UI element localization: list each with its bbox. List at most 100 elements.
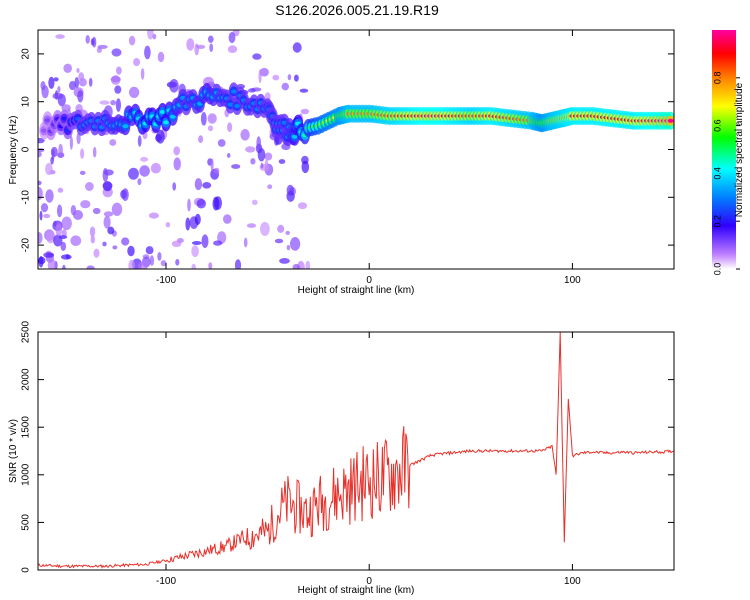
spectrogram-speckle [171,240,182,247]
colorbar-tick-label: 0.4 [712,167,722,180]
spectrogram-speckle [191,241,202,245]
snr-x-tick-label: -100 [156,576,176,587]
spectrogram-speckle [45,189,54,203]
spectrogram-speckle [173,157,181,171]
spectrogram-speckle [196,198,206,209]
colorbar-tick-label: 0.0 [712,263,722,276]
spectrogram-ridge-core [44,118,51,123]
spectrogram-speckle [65,254,70,260]
spectrogram-speckle [196,44,206,50]
spectrogram-speckle [57,204,63,218]
spectrogram-speckle [115,98,121,112]
spectrogram-frame [37,29,675,270]
spectrogram-speckle [264,152,273,161]
spectrogram-speckle [121,237,130,246]
spectrogram-speckle [110,76,121,83]
spectrogram-speckle [47,259,57,269]
spectrogram-speckle [78,72,85,81]
spectrogram-ridge-core [667,118,674,123]
spectrogram-speckle [70,235,82,246]
spectrogram-speckle [76,132,81,145]
spectrogram-ridge-core [41,128,48,133]
spectrogram-speckle [152,33,157,40]
spectrogram-speckle [251,199,258,205]
spectrogram-x-tick-label: 100 [564,275,581,286]
spectrogram-speckle [85,182,94,191]
spectrogram-y-tick-label: -10 [21,190,32,205]
spectrogram-speckle [137,261,148,269]
spectrogram-speckle [231,164,241,169]
snr-y-tick-label: 2000 [21,368,32,391]
spectrogram-speckle [169,79,179,93]
snr-y-tick-label: 0 [21,567,32,573]
spectrogram-speckle [39,210,43,221]
spectrogram-speckle [246,223,257,228]
spectrogram-speckle [277,224,285,233]
snr-series-line [38,332,674,569]
spectrogram-speckle [213,240,223,246]
spectrogram-y-tick-label: 20 [21,48,32,60]
spectrogram-speckle [160,260,167,267]
spectrogram-speckle [140,156,149,162]
spectrogram-speckle [60,241,67,251]
spectrogram-speckle [62,264,66,269]
spectrogram-speckle [290,237,301,251]
spectrogram-speckle [259,67,269,77]
spectrogram-speckle [38,256,46,265]
spectrogram-ridge-core [291,134,298,139]
spectrogram-speckle [245,146,256,153]
colorbar-ticks: 0.0 0.2 0.4 0.6 0.8 [712,72,740,276]
colorbar-tick-label: 0.2 [712,215,722,228]
spectrogram-speckle [252,53,262,60]
spectrogram-speckle [145,246,154,255]
spectrogram-speckle [186,38,195,51]
spectrogram-speckle [217,139,226,147]
spectrogram-speckle [198,135,204,144]
spectrogram-speckle [89,226,96,237]
spectrogram-speckle [165,222,171,228]
spectrogram-speckle [77,90,84,103]
spectrogram-speckle [194,213,201,225]
colorbar: 0.0 0.2 0.4 0.6 0.8 Normalized spectral ampl… [712,30,745,275]
spectrogram-speckle [156,129,165,144]
spectrogram-speckle [79,170,86,175]
spectrogram-y-tick-label: 10 [21,96,32,108]
spectrogram-speckle [92,146,97,158]
spectrogram-speckle [300,108,310,115]
spectrogram-speckle [187,198,191,212]
spectrogram-speckle [281,82,289,91]
spectrogram-speckle [97,44,108,49]
spectrogram-speckle [260,222,270,236]
spectrogram-speckle [172,182,177,191]
spectrogram-ridge-core [230,89,237,94]
spectrogram-speckle [55,34,65,39]
spectrogram-speckle [148,212,159,219]
spectrogram-speckle [227,122,233,133]
spectrogram-speckle [46,230,55,244]
spectrogram-speckle [191,263,196,269]
spectrogram-speckle [213,167,220,174]
spectrogram-ridge-core [234,104,241,108]
spectrogram-speckle [257,148,266,162]
spectrogram-x-tick-label: 0 [366,275,372,286]
spectrogram-speckle [102,168,109,182]
spectrogram-speckle [144,45,151,60]
spectrogram-speckle [272,74,280,81]
spectrogram-speckle [208,35,214,43]
spectrogram-speckle [294,74,299,82]
colorbar-tick-label: 0.8 [712,72,722,85]
spectrogram-speckle [279,258,290,264]
spectrogram-speckle [140,68,145,80]
spectrogram-speckle [111,202,123,216]
spectrogram-speckle [69,136,73,150]
spectrogram-speckle [208,262,213,269]
spectrogram-speckle [278,159,286,164]
spectrogram-speckle [40,81,46,91]
colorbar-label: Normalized spectral amplitude [734,82,745,217]
snr-x-label: Height of straight line (km) [298,585,415,596]
spectrogram-speckle [50,156,54,165]
spectrogram-ridge-core [227,102,234,107]
